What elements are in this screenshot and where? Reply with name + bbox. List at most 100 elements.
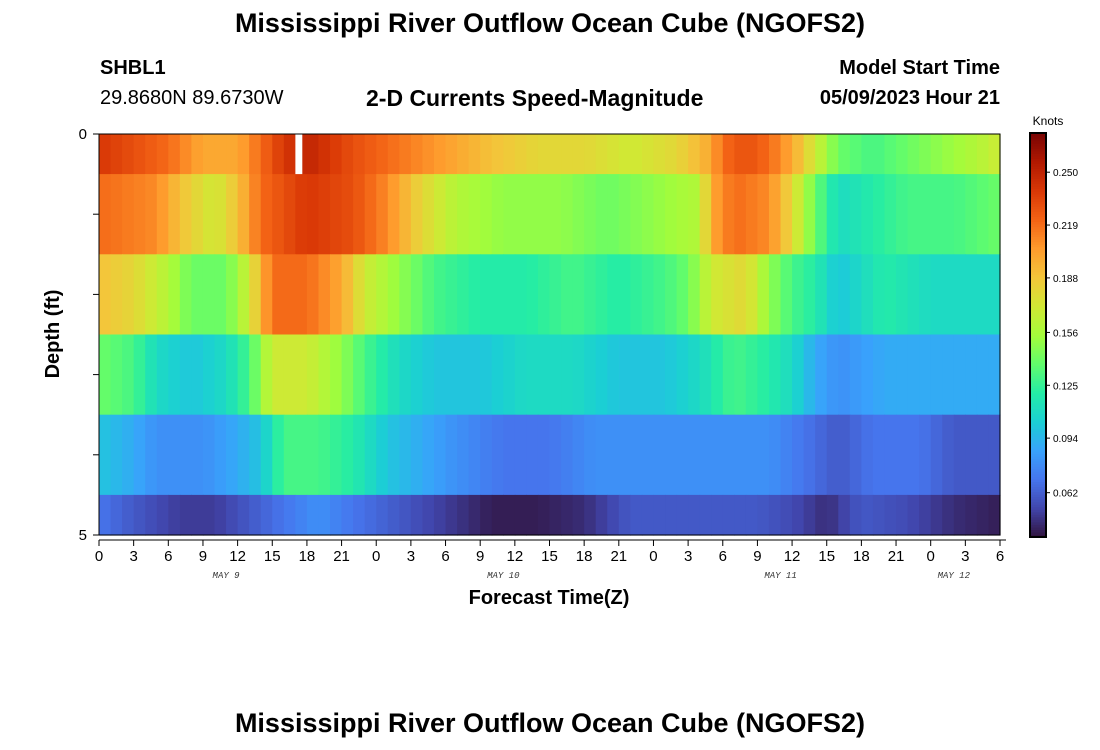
heatmap-cell (410, 254, 424, 336)
heatmap-cell (896, 414, 909, 496)
colorbar-segment (1030, 415, 1046, 419)
heatmap-cell (318, 174, 331, 255)
heatmap-cell (676, 334, 689, 416)
heatmap-cell (457, 174, 470, 255)
colorbar-segment (1030, 438, 1046, 442)
colorbar-segment (1030, 231, 1046, 235)
heatmap-cell (699, 334, 712, 416)
heatmap-cell (306, 414, 320, 496)
heatmap-cell (237, 174, 250, 255)
heatmap-cell (457, 334, 470, 416)
colorbar-segment (1030, 519, 1046, 523)
heatmap-cell (237, 134, 250, 175)
heatmap-cell (156, 494, 169, 536)
colorbar-segment (1030, 284, 1046, 288)
model-start-value: 05/09/2023 Hour 21 (819, 87, 1000, 109)
heatmap-cell (145, 134, 158, 175)
heatmap-cell (988, 134, 1001, 175)
colorbar-segment (1030, 352, 1046, 356)
heatmap-cell (976, 414, 990, 496)
heatmap-cell (618, 334, 631, 416)
heatmap-cell (191, 414, 204, 496)
heatmap-cell (399, 134, 412, 175)
heatmap-cell (699, 134, 712, 175)
colorbar-segment (1030, 158, 1046, 162)
heatmap-cell (260, 414, 273, 496)
colorbar-segment (1030, 418, 1046, 422)
heatmap-cell (399, 334, 412, 416)
heatmap-cell (653, 494, 666, 536)
heatmap-cell (295, 414, 308, 496)
heatmap-cell (514, 174, 527, 255)
heatmap-cell (122, 254, 135, 336)
date-label: MAY 12 (938, 571, 971, 581)
heatmap-cell (815, 254, 828, 336)
colorbar-segment (1030, 319, 1046, 323)
colorbar-segment (1030, 395, 1046, 399)
colorbar-segment (1030, 193, 1046, 197)
heatmap-cell (226, 334, 239, 416)
colorbar-segment (1030, 423, 1046, 427)
heatmap-cell (861, 134, 874, 175)
colorbar-segment (1030, 413, 1046, 417)
heatmap-cell (226, 414, 239, 496)
colorbar-segment (1030, 478, 1046, 483)
heatmap-cell (976, 254, 990, 336)
heatmap-cell (572, 134, 585, 175)
heatmap-cell (110, 334, 123, 416)
colorbar-segment (1030, 398, 1046, 402)
heatmap-cell (457, 134, 470, 175)
heatmap-cell (896, 334, 909, 416)
heatmap-cell (468, 334, 481, 416)
heatmap-cell (399, 494, 412, 536)
heatmap-cell (503, 414, 516, 496)
heatmap-cell (907, 414, 920, 496)
heatmap-cell (272, 494, 285, 536)
heatmap-cell (722, 334, 735, 416)
heatmap-cell (907, 334, 920, 416)
colorbar-segment (1030, 191, 1046, 195)
heatmap-cell (387, 254, 400, 336)
heatmap-cell (480, 134, 493, 175)
heatmap-cell (179, 494, 193, 536)
colorbar: 0.250 0.219 0.188 0.156 0.125 0.094 0.062 (1029, 132, 1078, 538)
x-tick-label: 12 (229, 548, 246, 565)
heatmap-cell (422, 174, 435, 255)
heatmap-cell (849, 334, 862, 416)
heatmap-cell (676, 494, 689, 536)
heatmap-cell (872, 134, 886, 175)
x-tick-label: 0 (372, 548, 380, 565)
heatmap-cell (537, 174, 551, 255)
colorbar-segment (1030, 178, 1046, 182)
heatmap-cell (722, 134, 735, 175)
heatmap-cell (872, 494, 886, 536)
heatmap-cell (341, 414, 354, 496)
heatmap-cell (884, 134, 897, 175)
heatmap-cell (168, 254, 181, 336)
colorbar-segment (1030, 524, 1046, 528)
colorbar-segment (1030, 271, 1046, 275)
colorbar-segment (1030, 254, 1046, 258)
heatmap-cell (168, 494, 181, 536)
colorbar-segment (1030, 163, 1046, 167)
heatmap-cell (491, 174, 504, 255)
colorbar-segment (1030, 436, 1046, 440)
heatmap-cell (514, 254, 527, 336)
colorbar-segment (1030, 499, 1046, 503)
heatmap-cell (99, 134, 112, 175)
x-tick-label: 18 (576, 548, 593, 565)
heatmap-cell (422, 414, 435, 496)
colorbar-segment (1030, 446, 1046, 450)
colorbar-segment (1030, 223, 1046, 228)
colorbar-segment (1030, 314, 1046, 318)
heatmap-cell (249, 134, 262, 175)
heatmap-cell (872, 174, 886, 255)
heatmap-cell (110, 494, 123, 536)
x-tick-label: 0 (95, 548, 103, 565)
heatmap-cell (514, 414, 527, 496)
heatmap-cell (907, 494, 920, 536)
colorbar-segment (1030, 148, 1046, 152)
colorbar-segment (1030, 180, 1046, 185)
heatmap-cell (607, 334, 620, 416)
heatmap-cell (561, 134, 574, 175)
